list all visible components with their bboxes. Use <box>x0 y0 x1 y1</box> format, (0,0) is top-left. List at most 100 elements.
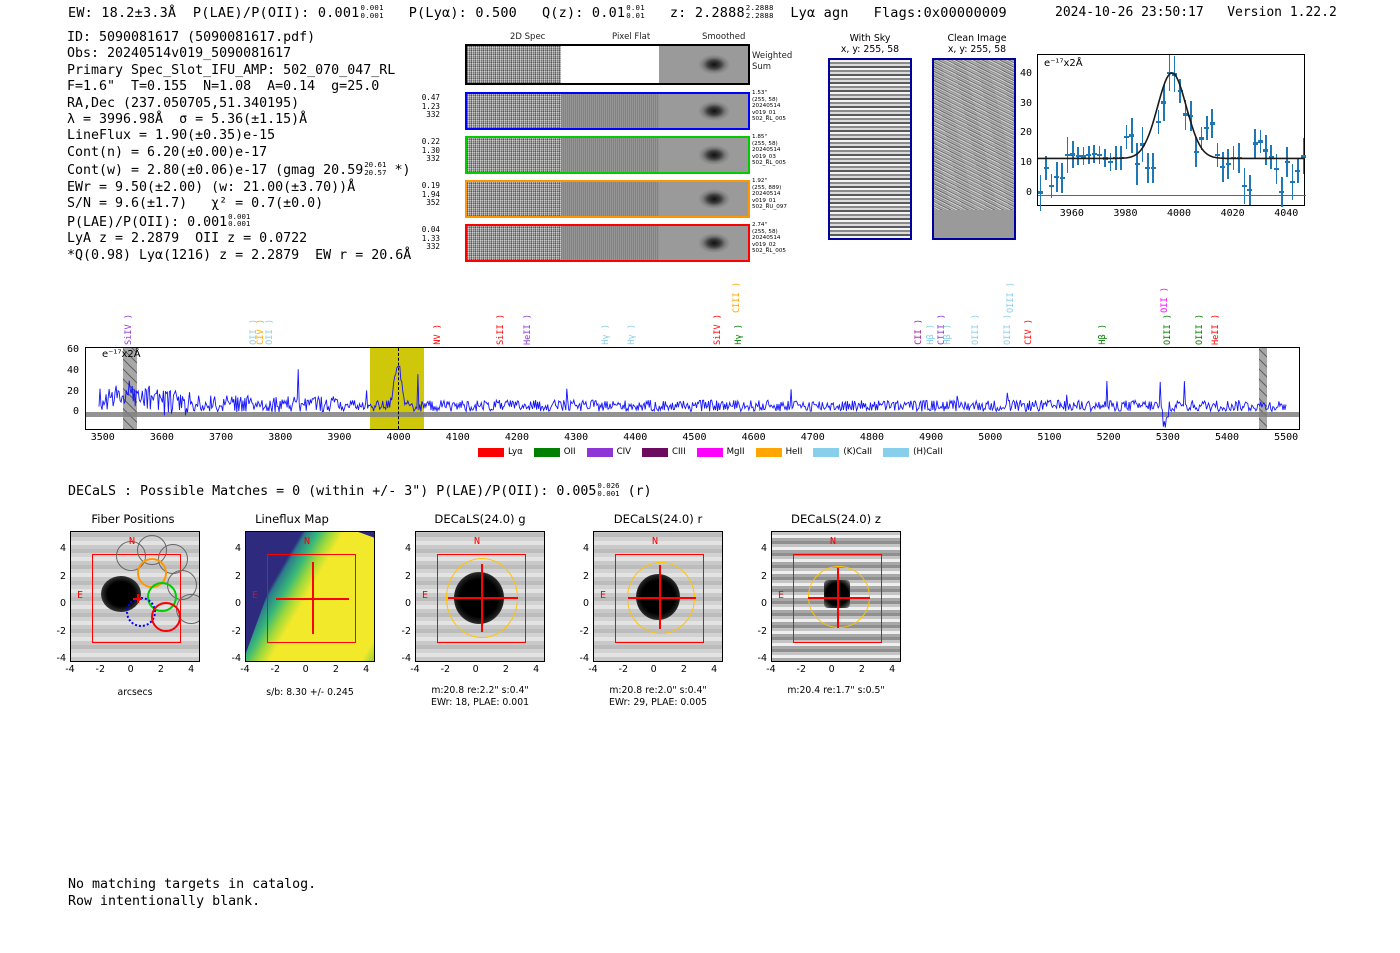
spectrum-xtick: 5200 <box>1096 432 1121 443</box>
spec2d-row-4 <box>465 224 750 262</box>
line-fit-point <box>1241 184 1247 188</box>
header-summary-line: EW: 18.2±3.3Å P(LAE)/P(OII): 0.0010.001 0… <box>68 4 1007 21</box>
decals-r-cross-h <box>628 597 696 599</box>
emission-line-label: Hβ ) <box>1097 324 1108 345</box>
header-redshift: z: 2.2888 <box>669 5 745 22</box>
decals-z-cross-v <box>837 568 839 628</box>
spectrum-xtick: 4400 <box>623 432 648 443</box>
info-redshifts: LyA z = 2.2879 OII z = 0.0722 <box>67 231 308 247</box>
spectrum-legend-item: (K)CaII <box>813 447 872 457</box>
cutout-title-lineflux-map: Lineflux Map <box>255 512 329 526</box>
spectrum-legend-item: MgII <box>696 447 745 457</box>
decals-z-ticks: 4 2 0 -2 -4 -4 -2 0 2 4 <box>745 531 927 681</box>
line-fit-xtick: 3980 <box>1113 208 1138 219</box>
line-fit-point <box>1107 161 1113 164</box>
compass-east-3: E <box>422 590 429 601</box>
compass-north-5: N <box>830 536 837 547</box>
legend-label: HeII <box>785 447 803 457</box>
decals-summary-line: DECaLS : Possible Matches = 0 (within +/… <box>68 481 652 500</box>
spectrum-xtick: 4100 <box>445 432 470 443</box>
spectrum-xtick: 3600 <box>149 432 174 443</box>
cutout-xtick: 0 <box>828 664 835 675</box>
legend-color-swatch <box>813 447 840 457</box>
spectrum-trace <box>98 365 1287 428</box>
spectrum-xtick: 5000 <box>978 432 1003 443</box>
line-fit-xtick: 4020 <box>1220 208 1245 219</box>
emission-line-label: HeII ) <box>1211 313 1222 345</box>
line-fit-point <box>1086 153 1092 157</box>
spec2d-col-title-2dspec: 2D Spec <box>510 32 546 42</box>
cutout-title-decals-g: DECaLS(24.0) g <box>434 512 526 526</box>
line-fit-point <box>1204 126 1210 130</box>
spectrum-xtick: 3900 <box>327 432 352 443</box>
full-spectrum-plot: e⁻¹⁷x2Å <box>85 347 1300 430</box>
line-fit-plot: e⁻¹⁷x2Å <box>1037 54 1306 211</box>
legend-color-swatch <box>883 447 910 457</box>
line-fit-point <box>1054 175 1060 179</box>
legend-color-swatch <box>696 447 723 457</box>
lineflux-map-image[interactable]: N E <box>245 531 375 662</box>
spec2d-row-3-meta: 1.92" (255, 889) 20240514 v019_01 502_RU_097 <box>752 178 787 211</box>
decals-g-cross-v <box>481 564 483 632</box>
cutout-ytick: 4 <box>234 543 241 554</box>
emission-line-label: OIII ) <box>970 313 981 345</box>
line-fit-ytick: 30 <box>1019 97 1032 109</box>
line-fit-point <box>1220 165 1226 168</box>
header-plae-label: P(LAE)/P(OII): 0.001 <box>192 5 360 22</box>
cutout-xtick: -2 <box>95 664 106 675</box>
info-radec: RA,Dec (237.050705,51.340195) <box>67 95 300 111</box>
spectrum-xtick: 4000 <box>386 432 411 443</box>
cutout-xtick: 0 <box>127 664 134 675</box>
compass-east-1: E <box>77 590 84 601</box>
cutout-ytick: 0 <box>404 598 411 609</box>
info-ewr: EWr = 9.50(±2.00) (w: 21.00(±3.70))Å <box>67 179 356 195</box>
legend-label: MgII <box>726 447 745 457</box>
lineflux-map-sb: s/b: 8.30 +/- 0.245 <box>266 687 354 698</box>
line-fit-point <box>1284 161 1290 164</box>
info-lineflux: LineFlux = 1.90(±0.35)e-15 <box>67 128 276 144</box>
lineflux-footprint-box <box>267 554 356 643</box>
legend-label: CIII <box>672 447 686 457</box>
spec2d-row-3-values: 0.19 1.94 352 <box>421 181 440 208</box>
line-fit-model-curve <box>1038 72 1305 160</box>
line-fit-point <box>1129 134 1135 137</box>
decals-r-image[interactable]: N E <box>593 531 723 662</box>
spec2d-row-1-meta: 1.53" (255, 58) 20240514 v019_01 502_RL_005 <box>752 90 786 123</box>
fiber-circle-red <box>151 602 181 632</box>
cutout-ytick: 2 <box>59 570 66 582</box>
emission-line-label: OIII ) <box>1195 313 1206 345</box>
decals-g-image[interactable]: N E <box>415 531 545 662</box>
line-fit-point <box>1182 113 1188 116</box>
spectrum-xtick: 4300 <box>564 432 589 443</box>
line-fit-ytick: 10 <box>1019 157 1032 169</box>
with-sky-image <box>828 58 912 240</box>
spectrum-xtick: 4200 <box>504 432 529 443</box>
info-wavelength-sigma: λ = 3996.98Å σ = 5.36(±1.15)Å <box>67 112 308 128</box>
info-plae-bounds: 0.001 0.001 <box>228 211 251 229</box>
cutout-title-decals-z: DECaLS(24.0) z <box>791 512 881 526</box>
line-fit-point <box>1145 167 1151 170</box>
info-cont-n: Cont(n) = 6.20(±0.00)e-17 <box>67 144 268 160</box>
line-fit-point <box>1150 167 1156 170</box>
legend-color-swatch <box>755 447 782 457</box>
clean-image-caption: Clean Image x, y: 255, 58 <box>947 33 1007 55</box>
decals-g-ticks: 4 2 0 -2 -4 -4 -2 0 2 4 <box>389 531 571 681</box>
cutout-xtick: -4 <box>766 664 776 675</box>
header-classification: Lyα agn <box>790 5 849 22</box>
line-fit-ytick: 40 <box>1019 67 1032 79</box>
header-version: Version 1.22.2 <box>1227 5 1337 20</box>
footer-note: No matching targets in catalog. Row inte… <box>68 876 316 910</box>
line-fit-point <box>1064 153 1070 157</box>
object-info-block: ID: 5090081617 (5090081617.pdf) Obs: 202… <box>67 30 411 264</box>
spectrum-legend-item: Lyα <box>478 447 523 457</box>
fiber-positions-image[interactable]: N E <box>70 531 200 662</box>
decals-r-ticks: 4 2 0 -2 -4 -4 -2 0 2 4 <box>567 531 749 681</box>
line-fit-point <box>1123 135 1129 139</box>
compass-north-1: N <box>129 536 136 547</box>
info-obs: Obs: 20240514v019_5090081617 <box>67 46 292 62</box>
cutout-xtick: 4 <box>363 664 370 675</box>
decals-z-image[interactable]: N E <box>771 531 901 662</box>
spectrum-ytick: 0 <box>72 406 79 418</box>
legend-label: (K)CaII <box>843 447 873 457</box>
compass-north-3: N <box>474 536 481 547</box>
